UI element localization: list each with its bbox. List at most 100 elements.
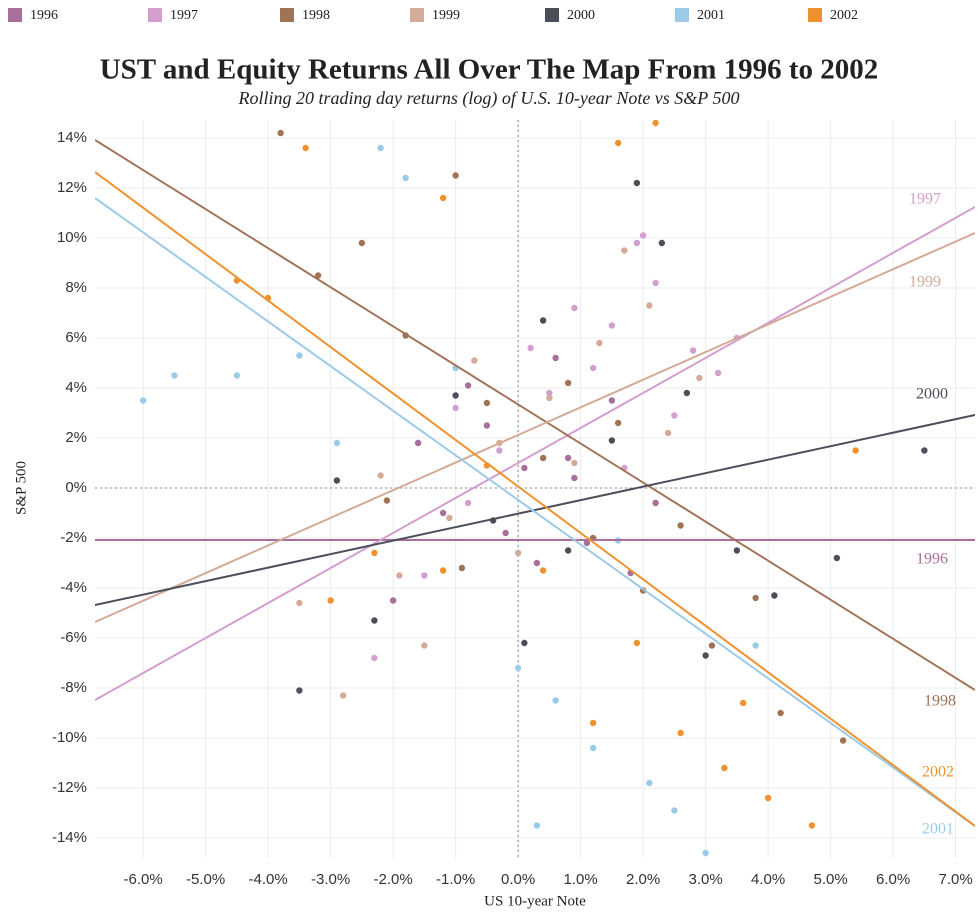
y-axis-label: S&P 500 [13,461,29,515]
point [721,764,728,772]
point [652,499,659,507]
point [702,652,709,659]
y-tick-label: 2% [65,429,87,446]
point [664,429,672,437]
point [521,464,528,472]
point [583,539,591,547]
point [633,639,641,647]
x-tick-label: 5.0% [814,871,848,888]
point [764,794,772,802]
point [589,364,597,372]
legend-label: 2002 [830,8,858,23]
plot-area [95,120,975,857]
point [471,357,478,364]
fit-label: 2001 [922,821,954,838]
point [614,419,622,427]
point [564,547,572,554]
point [808,822,816,829]
point [521,639,528,647]
point [646,779,653,787]
point [921,447,928,454]
point [564,379,572,387]
x-tick-label: 3.0% [689,871,723,888]
point [421,642,428,649]
point [383,497,391,504]
legend-swatch [410,8,424,22]
point [714,369,722,377]
y-tick-label: -2% [60,529,87,546]
point [752,594,759,602]
point [546,389,553,397]
point [652,120,659,127]
fit-label: 1996 [916,551,948,568]
point [514,549,522,557]
point [464,382,472,389]
chart-title: UST and Equity Returns All Over The Map … [100,54,879,86]
point [377,472,384,479]
fit-line [95,414,975,606]
point [833,554,841,562]
point [646,302,653,309]
fit-label: 2002 [922,764,954,781]
point [552,697,559,704]
point [702,849,709,857]
y-tick-label: 12% [57,179,87,196]
x-tick-label: 2.0% [626,871,660,888]
legend-swatch [808,8,822,22]
point [496,447,503,454]
point [458,564,466,572]
x-tick-label: 4.0% [751,871,785,888]
point [839,737,847,744]
fit-line [95,206,975,701]
point [171,372,178,379]
legend-label: 1998 [302,8,330,23]
fit-line [95,197,975,827]
x-tick-label: 7.0% [939,871,973,888]
y-tick-label: -14% [52,829,87,846]
point [571,304,578,312]
point [639,232,647,239]
point [539,454,547,462]
y-tick-label: -10% [52,729,87,746]
y-tick-label: 10% [57,229,87,246]
point [696,374,703,382]
point [552,354,559,362]
point [752,642,759,649]
point [539,317,547,324]
y-tick-label: 4% [65,379,87,396]
point [296,599,303,607]
point [571,474,578,482]
point [371,654,378,662]
y-tick-label: 0% [65,479,87,496]
x-tick-label: -4.0% [249,871,288,888]
legend-swatch [8,8,22,22]
x-tick-label: -6.0% [124,871,163,888]
point [633,179,641,187]
fit-line [95,171,975,827]
point [546,394,553,402]
point [502,529,509,537]
x-tick-label: 1.0% [564,871,598,888]
point [777,709,784,717]
fit-line [95,232,975,623]
legend-swatch [148,8,162,22]
point [446,514,453,522]
y-tick-label: -6% [60,629,87,646]
point [589,719,597,727]
point [483,422,491,429]
point [377,144,384,152]
point [708,642,716,649]
legend-label: 1996 [30,8,58,23]
legend-label: 2001 [697,8,725,23]
y-tick-label: 8% [65,279,87,296]
point [439,194,447,202]
point [439,509,447,517]
x-tick-label: -3.0% [311,871,350,888]
point [677,522,684,529]
fit-line [95,139,975,691]
point [608,397,616,404]
point [414,439,422,447]
point [333,439,341,447]
point [302,144,309,152]
point [533,822,541,829]
